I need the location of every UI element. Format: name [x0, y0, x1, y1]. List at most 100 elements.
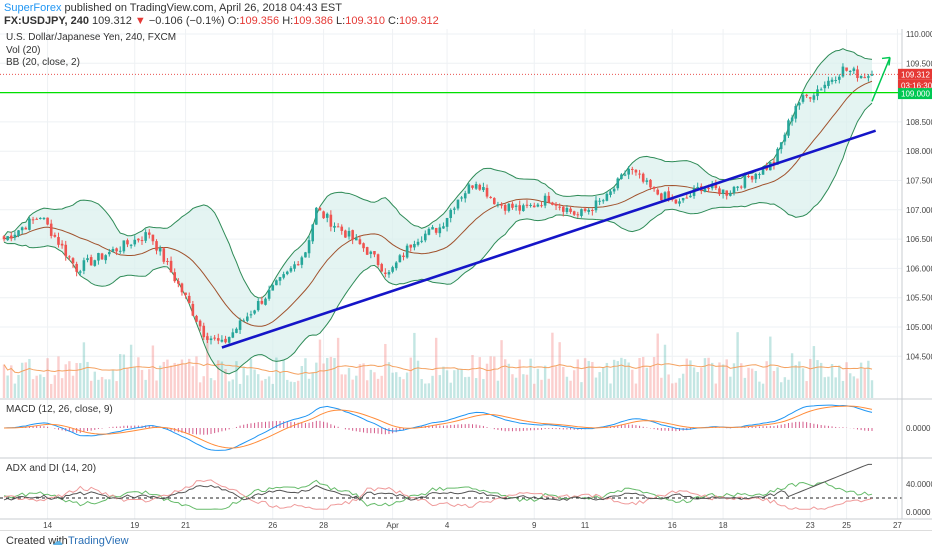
candle [750, 175, 754, 180]
volume-bar [471, 355, 474, 398]
candle [674, 199, 678, 204]
volume-bar [362, 363, 365, 398]
candle [158, 248, 162, 252]
candle [365, 247, 369, 255]
candle [86, 258, 89, 261]
candle [758, 174, 761, 176]
candle [623, 174, 627, 176]
candle [790, 117, 794, 122]
candle [819, 89, 823, 91]
candle [242, 320, 245, 322]
candle [256, 300, 260, 311]
adx-tick-label: 0.0000 [906, 508, 931, 517]
candle [859, 76, 863, 79]
volume-bar [235, 361, 238, 398]
volume-bar [2, 364, 6, 398]
close-value: 109.312 [399, 15, 439, 27]
volume-bar [580, 382, 583, 398]
candle [169, 260, 173, 273]
candle [580, 209, 583, 216]
volume-bar [6, 375, 9, 398]
candle [649, 179, 652, 188]
candle [427, 228, 431, 235]
volume-bar [867, 360, 870, 398]
macd-legend[interactable]: MACD (12, 26, close, 9) [6, 404, 113, 415]
volume-bar [177, 363, 180, 398]
candle [60, 243, 64, 246]
candle [805, 94, 808, 97]
candle [453, 208, 456, 210]
candle [496, 204, 500, 206]
volume-bar [39, 374, 42, 398]
candle [118, 250, 122, 252]
volume-bar [594, 377, 598, 398]
volume-bar [769, 336, 772, 398]
volume-bar [474, 378, 478, 398]
candle [852, 68, 856, 72]
candle [514, 205, 518, 207]
candle [235, 328, 238, 333]
volume-bar [464, 377, 467, 398]
tradingview-brand[interactable]: TradingView [68, 535, 129, 547]
candle [547, 195, 551, 203]
volume-bar [856, 378, 859, 398]
volume-bar [148, 369, 151, 398]
trendline [221, 129, 877, 349]
volume-bar [634, 383, 638, 398]
volume-bar [380, 375, 383, 398]
adx-legend[interactable]: ADX and DI (14, 20) [6, 463, 97, 474]
candle [202, 325, 206, 338]
symbol-label[interactable]: FX:USDJPY, 240 [4, 15, 89, 27]
volume-bar [743, 377, 747, 398]
candle [293, 264, 296, 269]
candle [340, 226, 344, 231]
publisher-link[interactable]: SuperForex [4, 2, 62, 14]
chart-canvas: 110.000 109.500 109.000 108.500 108.000 107.5… [0, 29, 932, 530]
candle [445, 217, 449, 227]
volume-bar [133, 367, 136, 398]
candle [558, 206, 561, 208]
candle [246, 316, 249, 321]
bb-band-fill [4, 48, 872, 374]
candle [13, 234, 17, 238]
volume-bar [115, 381, 118, 398]
candle [540, 205, 543, 207]
candle [115, 248, 118, 252]
candle [438, 227, 442, 234]
candle [409, 244, 413, 248]
low-value: 109.310 [345, 15, 385, 27]
volume-bar [442, 366, 445, 398]
volume-bar [551, 332, 554, 398]
time-tick-label: 18 [719, 521, 728, 530]
level-price-tag: 109.000 [901, 90, 930, 99]
volume-bar [166, 359, 169, 398]
volume-bar [776, 367, 779, 398]
adx-tick-label: 40.0000 [906, 480, 932, 489]
macd-line [3, 404, 873, 451]
time-tick-label: 26 [268, 521, 277, 530]
adx-line [3, 463, 872, 502]
candle [129, 244, 133, 246]
volume-bar [623, 359, 627, 398]
candle [830, 79, 834, 82]
candle [783, 134, 787, 142]
time-tick-label: Apr [386, 521, 399, 530]
candle [122, 240, 126, 252]
candle [49, 223, 53, 236]
volume-bar [740, 363, 743, 398]
candle [456, 199, 460, 209]
volume-bar [565, 376, 569, 398]
price-tick-label: 107.000 [906, 206, 932, 215]
volume-bar [129, 344, 133, 398]
candle [423, 233, 427, 241]
candle [100, 253, 104, 260]
macd-tick-label: 0.0000 [906, 424, 931, 433]
volume-bar [841, 380, 845, 398]
candle [155, 241, 158, 251]
bb-legend[interactable]: BB (20, close, 2) [6, 57, 80, 68]
candles [2, 63, 874, 346]
volume-bar [10, 365, 13, 398]
vol-legend[interactable]: Vol (20) [6, 45, 41, 56]
volume-bar [641, 356, 645, 398]
volume-bar [772, 370, 776, 398]
